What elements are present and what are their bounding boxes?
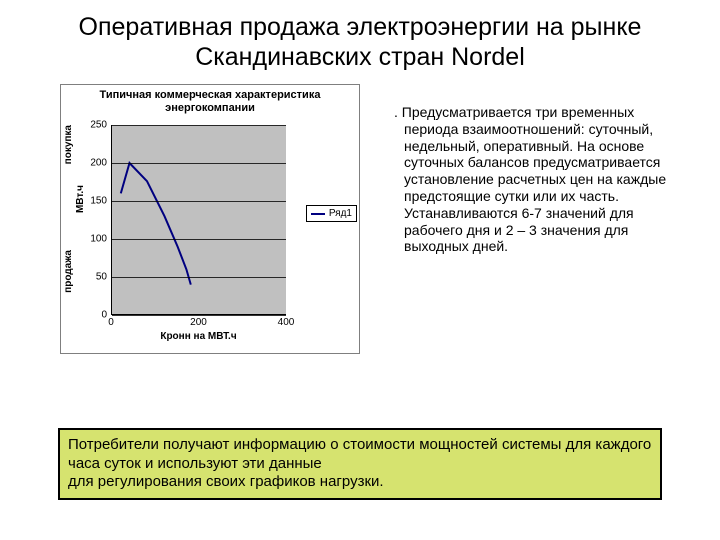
chart-legend: Ряд1	[306, 205, 357, 222]
x-axis-label: Кронн на МВТ.ч	[111, 331, 286, 342]
legend-swatch	[311, 213, 325, 215]
gridline	[112, 239, 286, 240]
gridline	[112, 125, 286, 126]
ytick-label: 200	[90, 158, 107, 169]
xtick-label: 200	[190, 317, 207, 328]
y-axis-label-bot: продажа	[63, 250, 74, 293]
gridline	[112, 277, 286, 278]
chart-panel: Типичная коммерческая характеристика эне…	[60, 84, 360, 354]
y-axis-label-top: покупка	[63, 125, 74, 164]
body-text-column: . Предусматривается три временных период…	[380, 84, 700, 354]
xtick-label: 400	[278, 317, 295, 328]
chart-line	[112, 125, 287, 315]
y-axis-label-mid: МВт.ч	[75, 185, 86, 213]
ytick-label: 250	[90, 120, 107, 131]
xtick-label: 0	[108, 317, 114, 328]
plot-area	[111, 125, 286, 315]
page-title: Оперативная продажа электроэнергии на ры…	[0, 0, 720, 80]
ytick-label: 0	[101, 310, 107, 321]
ytick-label: 150	[90, 196, 107, 207]
gridline	[112, 315, 286, 316]
body-text: . Предусматривается три временных период…	[380, 104, 670, 255]
ytick-label: 100	[90, 234, 107, 245]
gridline	[112, 201, 286, 202]
content-row: Типичная коммерческая характеристика эне…	[0, 80, 720, 354]
chart-title: Типичная коммерческая характеристика эне…	[61, 85, 359, 117]
ytick-label: 50	[96, 272, 107, 283]
gridline	[112, 163, 286, 164]
legend-label: Ряд1	[329, 208, 352, 219]
footer-note: Потребители получают информацию о стоимо…	[58, 428, 662, 500]
